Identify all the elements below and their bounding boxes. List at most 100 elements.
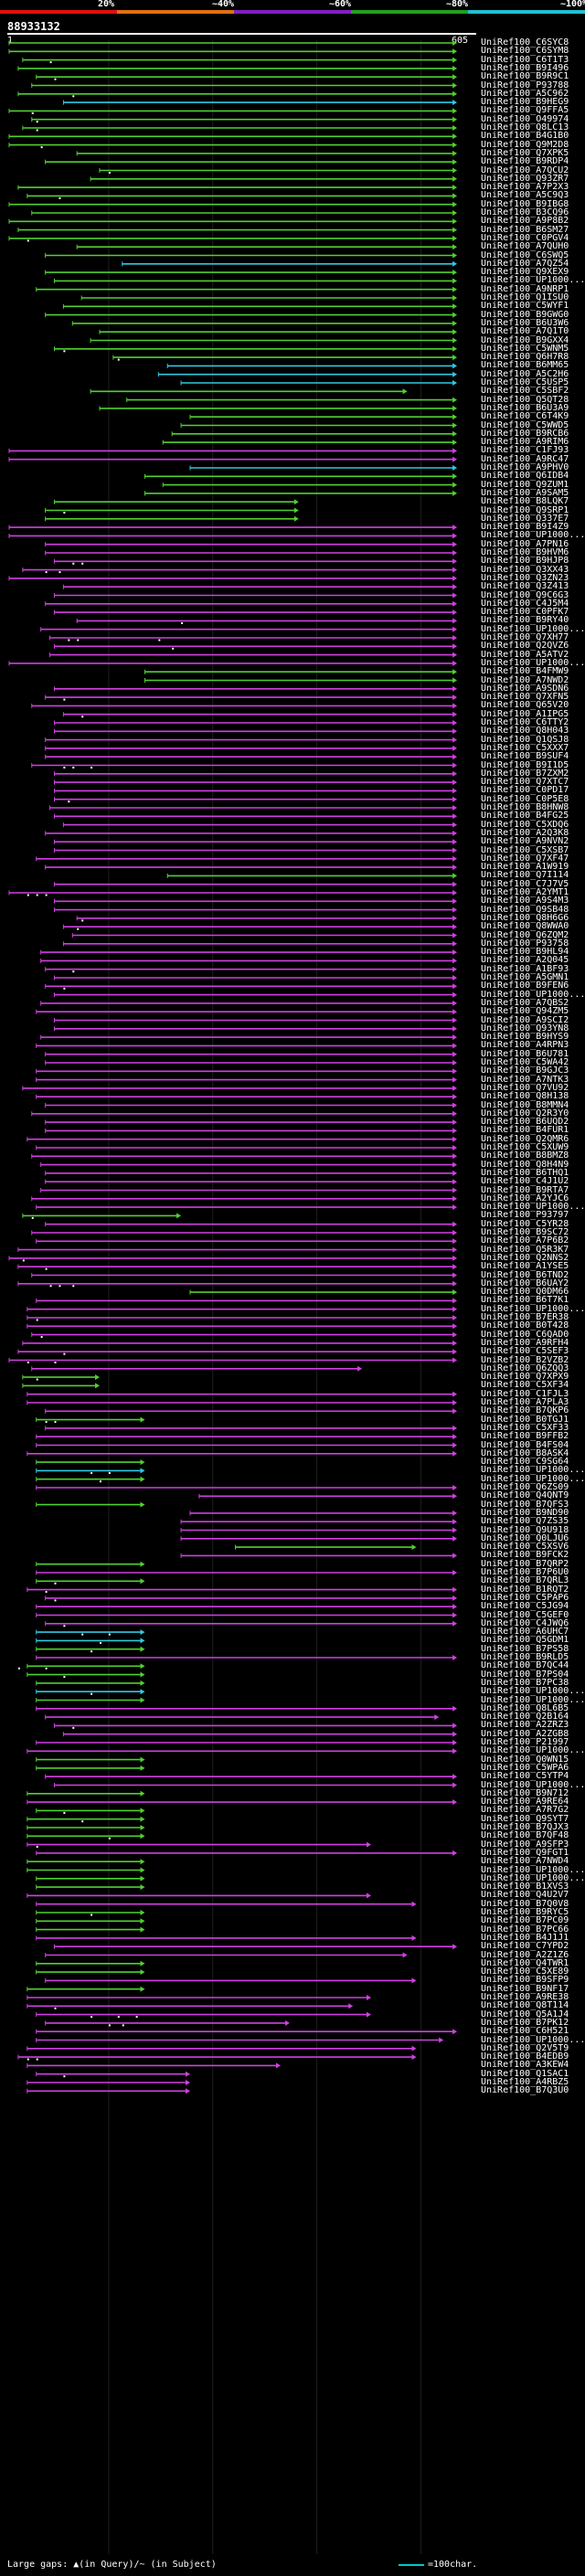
- hit-label-link[interactable]: UniRef100_C6SYM8: [481, 46, 569, 57]
- hit-label-link[interactable]: UniRef100_C5SEF3: [481, 1346, 569, 1357]
- hit-label-link[interactable]: UniRef100_UP1000...: [481, 1465, 585, 1476]
- hit-label-link[interactable]: UniRef100_C0PGV4: [481, 232, 569, 243]
- hit-label-link[interactable]: UniRef100_C7YPD2: [481, 1941, 569, 1952]
- hit-label-link[interactable]: UniRef100_C6QAD0: [481, 1329, 569, 1340]
- hit-label-link[interactable]: UniRef100_Q2QVZ6: [481, 641, 569, 652]
- hit-label-link[interactable]: UniRef100_A9SDN6: [481, 683, 569, 694]
- hit-label-link[interactable]: UniRef100_Q7XH77: [481, 632, 569, 642]
- hit-label-link[interactable]: UniRef100_B9HYS9: [481, 1032, 569, 1043]
- hit-label-link[interactable]: UniRef100_A2ZRZ3: [481, 1720, 569, 1731]
- hit-label-link[interactable]: UniRef100_B4FG25: [481, 811, 569, 822]
- hit-label-link[interactable]: UniRef100_Q7ZS35: [481, 1516, 569, 1527]
- hit-label-link[interactable]: UniRef100_A5C9Q3: [481, 190, 569, 201]
- hit-label-link[interactable]: UniRef100_B7QF48: [481, 1830, 569, 1841]
- hit-label-link[interactable]: UniRef100_B6T7K1: [481, 1295, 569, 1306]
- hit-label-link[interactable]: UniRef100_A7QBS2: [481, 997, 569, 1008]
- hit-label-link[interactable]: UniRef100_C5XSB7: [481, 844, 569, 855]
- hit-label-link[interactable]: UniRef100_A9S4M3: [481, 896, 569, 906]
- hit-label-link[interactable]: UniRef100_Q9U918: [481, 1524, 569, 1535]
- hit-label-link[interactable]: UniRef100_B9NF17: [481, 1983, 569, 1994]
- hit-label-link[interactable]: UniRef100_B9ND90: [481, 1507, 569, 1518]
- hit-label-link[interactable]: UniRef100_Q8H138: [481, 1091, 569, 1102]
- hit-label-link[interactable]: UniRef100_UP1000...: [481, 530, 585, 541]
- hit-label-link[interactable]: UniRef100_B7PC38: [481, 1677, 569, 1688]
- hit-label-link[interactable]: UniRef100_B7PS04: [481, 1669, 569, 1680]
- hit-label-link[interactable]: UniRef100_UP1000...: [481, 1864, 585, 1875]
- hit-label-link[interactable]: UniRef100_B9GWG0: [481, 309, 569, 320]
- hit-label-link[interactable]: UniRef100_A7P2X3: [481, 182, 569, 193]
- hit-label-link[interactable]: UniRef100_B7QFS3: [481, 1499, 569, 1510]
- hit-label-link[interactable]: UniRef100_UP1000...: [481, 989, 585, 1000]
- hit-label-link[interactable]: UniRef100_B9I496: [481, 62, 569, 73]
- hit-label-link[interactable]: UniRef100_B1RQT2: [481, 1584, 569, 1595]
- hit-label-link[interactable]: UniRef100_UP1000...: [481, 1779, 585, 1790]
- hit-label-link[interactable]: UniRef100_A9NVN2: [481, 836, 569, 847]
- hit-label-link[interactable]: UniRef100_B9GXX4: [481, 334, 569, 345]
- hit-label-link[interactable]: UniRef100_Q8H6G6: [481, 912, 569, 923]
- hit-label-link[interactable]: UniRef100_Q7XPX9: [481, 1372, 569, 1383]
- hit-label-link[interactable]: UniRef100_A7P6B2: [481, 1235, 569, 1246]
- hit-label-link[interactable]: UniRef100_B9RCB6: [481, 428, 569, 439]
- hit-label-link[interactable]: UniRef100_B9RYC5: [481, 1907, 569, 1917]
- hit-label-link[interactable]: UniRef100_B4G1B0: [481, 131, 569, 142]
- hit-label-link[interactable]: UniRef100_Q9FGT1: [481, 1847, 569, 1858]
- hit-label-link[interactable]: UniRef100_B9I4Z9: [481, 522, 569, 533]
- hit-label-link[interactable]: UniRef100_Q5R3K7: [481, 1244, 569, 1255]
- hit-label-link[interactable]: UniRef100_Q4TWR1: [481, 1957, 569, 1968]
- hit-label-link[interactable]: UniRef100_B9RY40: [481, 615, 569, 626]
- hit-label-link[interactable]: UniRef100_B7QKP6: [481, 1405, 569, 1416]
- hit-label-link[interactable]: UniRef100_C6H521: [481, 2026, 569, 2037]
- hit-label-link[interactable]: UniRef100_A2Z1Z6: [481, 1949, 569, 1960]
- hit-label-link[interactable]: UniRef100_Q6ZQQ3: [481, 1362, 569, 1373]
- hit-label-link[interactable]: UniRef100_UP1000...: [481, 623, 585, 634]
- hit-label-link[interactable]: UniRef100_A7PLA3: [481, 1397, 569, 1407]
- hit-label-link[interactable]: UniRef100_UP1000...: [481, 657, 585, 668]
- hit-label-link[interactable]: UniRef100_B9IBG8: [481, 198, 569, 209]
- hit-label-link[interactable]: UniRef100_Q7VU92: [481, 1082, 569, 1093]
- hit-label-link[interactable]: UniRef100_Q5QT28: [481, 394, 569, 405]
- hit-label-link[interactable]: UniRef100_C5XSV6: [481, 1542, 569, 1553]
- hit-label-link[interactable]: UniRef100_Q4U2V7: [481, 1890, 569, 1901]
- hit-label-link[interactable]: UniRef100_B9RLD5: [481, 1652, 569, 1662]
- hit-label-link[interactable]: UniRef100_A1W919: [481, 862, 569, 873]
- hit-label-link[interactable]: UniRef100_B4J1J1: [481, 1932, 569, 1943]
- hit-label-link[interactable]: UniRef100_UP1000...: [481, 1872, 585, 1883]
- hit-label-link[interactable]: UniRef100_B9RDP4: [481, 156, 569, 167]
- hit-label-link[interactable]: UniRef100_P21997: [481, 1737, 569, 1747]
- hit-label-link[interactable]: UniRef100_B9I1D5: [481, 759, 569, 770]
- hit-label-link[interactable]: UniRef100_A5C2H6: [481, 368, 569, 379]
- hit-label-link[interactable]: UniRef100_Q94ZM5: [481, 1006, 569, 1017]
- hit-label-link[interactable]: UniRef100_A7QZ54: [481, 258, 569, 269]
- hit-label-link[interactable]: UniRef100_Q2R3Y0: [481, 1108, 569, 1118]
- hit-label-link[interactable]: UniRef100_A3KEW4: [481, 2060, 569, 2071]
- hit-label-link[interactable]: UniRef100_B7ZXM2: [481, 768, 569, 779]
- hit-label-link[interactable]: UniRef100_C6SWQ5: [481, 249, 569, 260]
- hit-label-link[interactable]: UniRef100_Q8L6B5: [481, 1702, 569, 1713]
- hit-label-link[interactable]: UniRef100_A7NTK3: [481, 1074, 569, 1085]
- hit-label-link[interactable]: UniRef100_A2Q3K8: [481, 827, 569, 838]
- hit-label-link[interactable]: UniRef100_A7QUH0: [481, 241, 569, 252]
- hit-label-link[interactable]: UniRef100_B6MM65: [481, 360, 569, 371]
- hit-label-link[interactable]: UniRef100_A5GMN1: [481, 972, 569, 982]
- hit-label-link[interactable]: UniRef100_B9HVM6: [481, 547, 569, 557]
- hit-label-link[interactable]: UniRef100_A2ZGB8: [481, 1728, 569, 1739]
- hit-label-link[interactable]: UniRef100_C5WPA6: [481, 1762, 569, 1773]
- hit-label-link[interactable]: UniRef100_B9SFP9: [481, 1975, 569, 1986]
- hit-label-link[interactable]: UniRef100_A9P8B2: [481, 216, 569, 227]
- hit-label-link[interactable]: UniRef100_B4FS04: [481, 1439, 569, 1450]
- hit-label-link[interactable]: UniRef100_B8HNW8: [481, 802, 569, 812]
- hit-label-link[interactable]: UniRef100_Q4QNT9: [481, 1490, 569, 1501]
- hit-label-link[interactable]: UniRef100_Q2NNS2: [481, 1252, 569, 1263]
- hit-label-link[interactable]: UniRef100_B9FFB2: [481, 1431, 569, 1442]
- hit-label-link[interactable]: UniRef100_Q7I114: [481, 870, 569, 881]
- hit-label-link[interactable]: UniRef100_B6SM27: [481, 224, 569, 235]
- hit-label-link[interactable]: UniRef100_B8LQK7: [481, 496, 569, 507]
- hit-label-link[interactable]: UniRef100_P93788: [481, 80, 569, 90]
- hit-label-link[interactable]: UniRef100_B2VZB2: [481, 1354, 569, 1365]
- hit-label-link[interactable]: UniRef100_Q0WN15: [481, 1754, 569, 1765]
- hit-label-link[interactable]: UniRef100_B7ER38: [481, 1312, 569, 1322]
- hit-label-link[interactable]: UniRef100_Q9FFA5: [481, 105, 569, 116]
- hit-label-link[interactable]: UniRef100_B7P6U0: [481, 1567, 569, 1577]
- hit-label-link[interactable]: UniRef100_C5XF33: [481, 1422, 569, 1433]
- hit-label-link[interactable]: UniRef100_B0TGJ1: [481, 1414, 569, 1425]
